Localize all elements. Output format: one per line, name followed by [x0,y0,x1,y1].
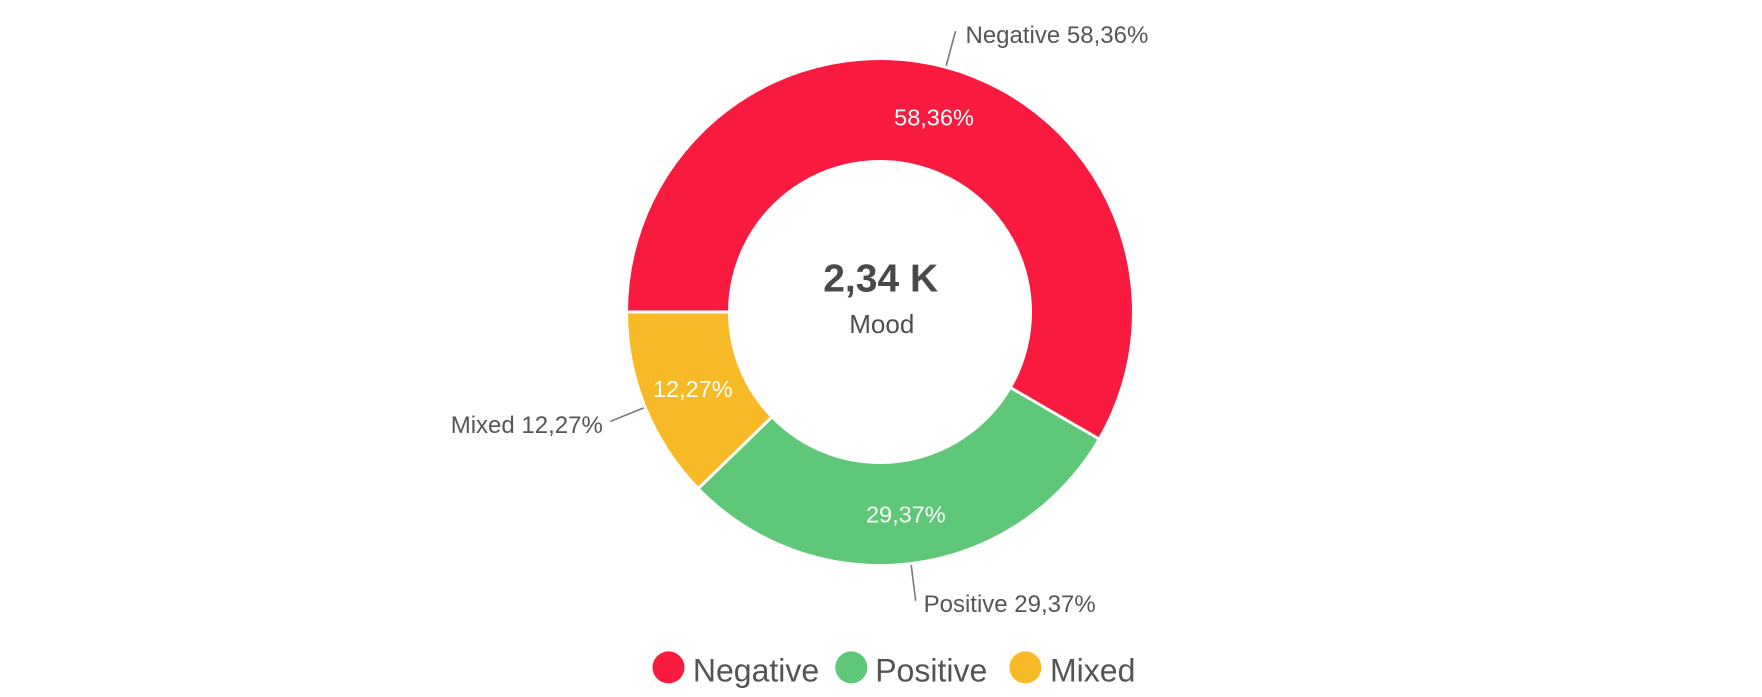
svg-text:Positive: Positive [875,653,987,689]
svg-text:29,37%: 29,37% [866,502,946,528]
svg-text:12,27%: 12,27% [653,376,733,402]
svg-text:Negative: Negative [693,653,819,689]
svg-text:Negative 58,36%: Negative 58,36% [966,22,1149,49]
svg-text:Positive 29,37%: Positive 29,37% [924,591,1096,618]
svg-text:2,34 K: 2,34 K [823,258,938,301]
svg-text:58,36%: 58,36% [894,105,974,131]
svg-text:Mixed 12,27%: Mixed 12,27% [451,412,603,439]
svg-text:Mixed: Mixed [1050,653,1135,689]
svg-text:Mood: Mood [849,309,914,339]
